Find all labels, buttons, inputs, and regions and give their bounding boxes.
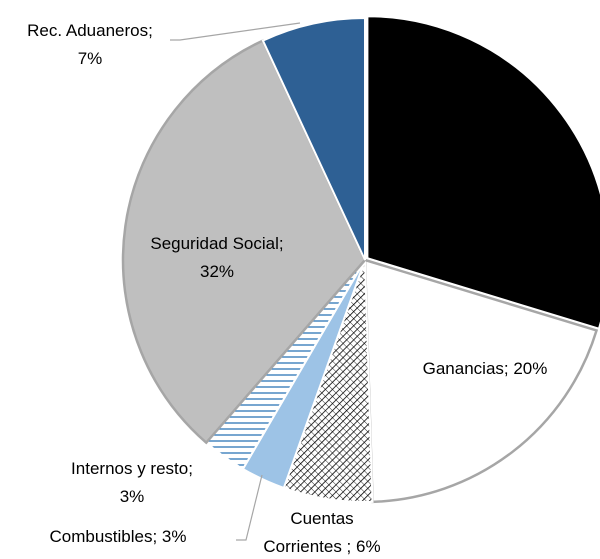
pie-slice <box>121 38 367 445</box>
pie-slice <box>261 16 366 261</box>
labels: IVA Neto; 30% Ganancias; 20% Cuentas Corrie… <box>27 21 547 556</box>
data-label: Ganancias; 20% <box>423 359 548 378</box>
data-label: Seguridad Social; 32% <box>150 234 283 281</box>
pie-slice <box>366 15 600 330</box>
data-label: Combustibles; 3% <box>49 527 186 546</box>
pie-slice <box>363 258 599 504</box>
leader-line <box>170 22 301 41</box>
data-label: Rec. Aduaneros; 7% <box>27 21 153 68</box>
pie <box>121 15 600 504</box>
leader-line <box>236 474 263 541</box>
data-label: IVA Neto; 30% <box>435 182 544 201</box>
data-label: Internos y resto; 3% <box>71 459 193 506</box>
data-label: Cuentas Corrientes ; 6% <box>263 509 380 556</box>
